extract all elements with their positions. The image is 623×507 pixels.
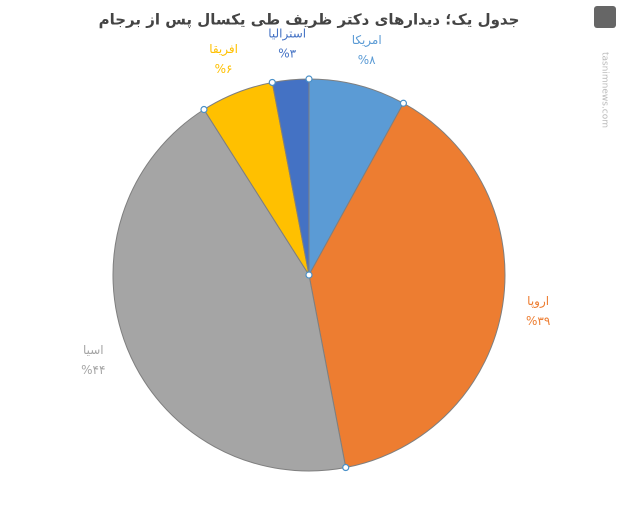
slice-value-label: %۶ <box>215 62 233 76</box>
selection-handle <box>342 463 350 472</box>
selection-handle <box>305 271 313 279</box>
slice-value-label: %۸ <box>358 53 376 67</box>
slice-label: استرالیا <box>268 27 306 42</box>
selection-handle <box>200 105 208 114</box>
watermark: tasnimnews.com <box>600 52 610 128</box>
selection-handle <box>268 78 276 87</box>
chart-title: جدول یک؛ دیدارهای دکتر ظریف طی یکسال پس … <box>99 11 520 30</box>
slice-label: افریقا <box>209 42 238 57</box>
selection-handle <box>305 75 313 83</box>
slice-value-label: %۳ <box>278 47 296 61</box>
slice-value-label: %۴۴ <box>81 363 105 377</box>
slice-label: اسیا <box>83 343 104 357</box>
selection-handle <box>399 99 408 107</box>
slice-label: امریکا <box>352 33 382 48</box>
pie-slice <box>112 108 347 472</box>
slice-label: اروپا <box>527 294 549 309</box>
logo <box>594 6 616 28</box>
pie-slice <box>308 102 506 469</box>
slice-value-label: %۳۹ <box>526 314 550 328</box>
